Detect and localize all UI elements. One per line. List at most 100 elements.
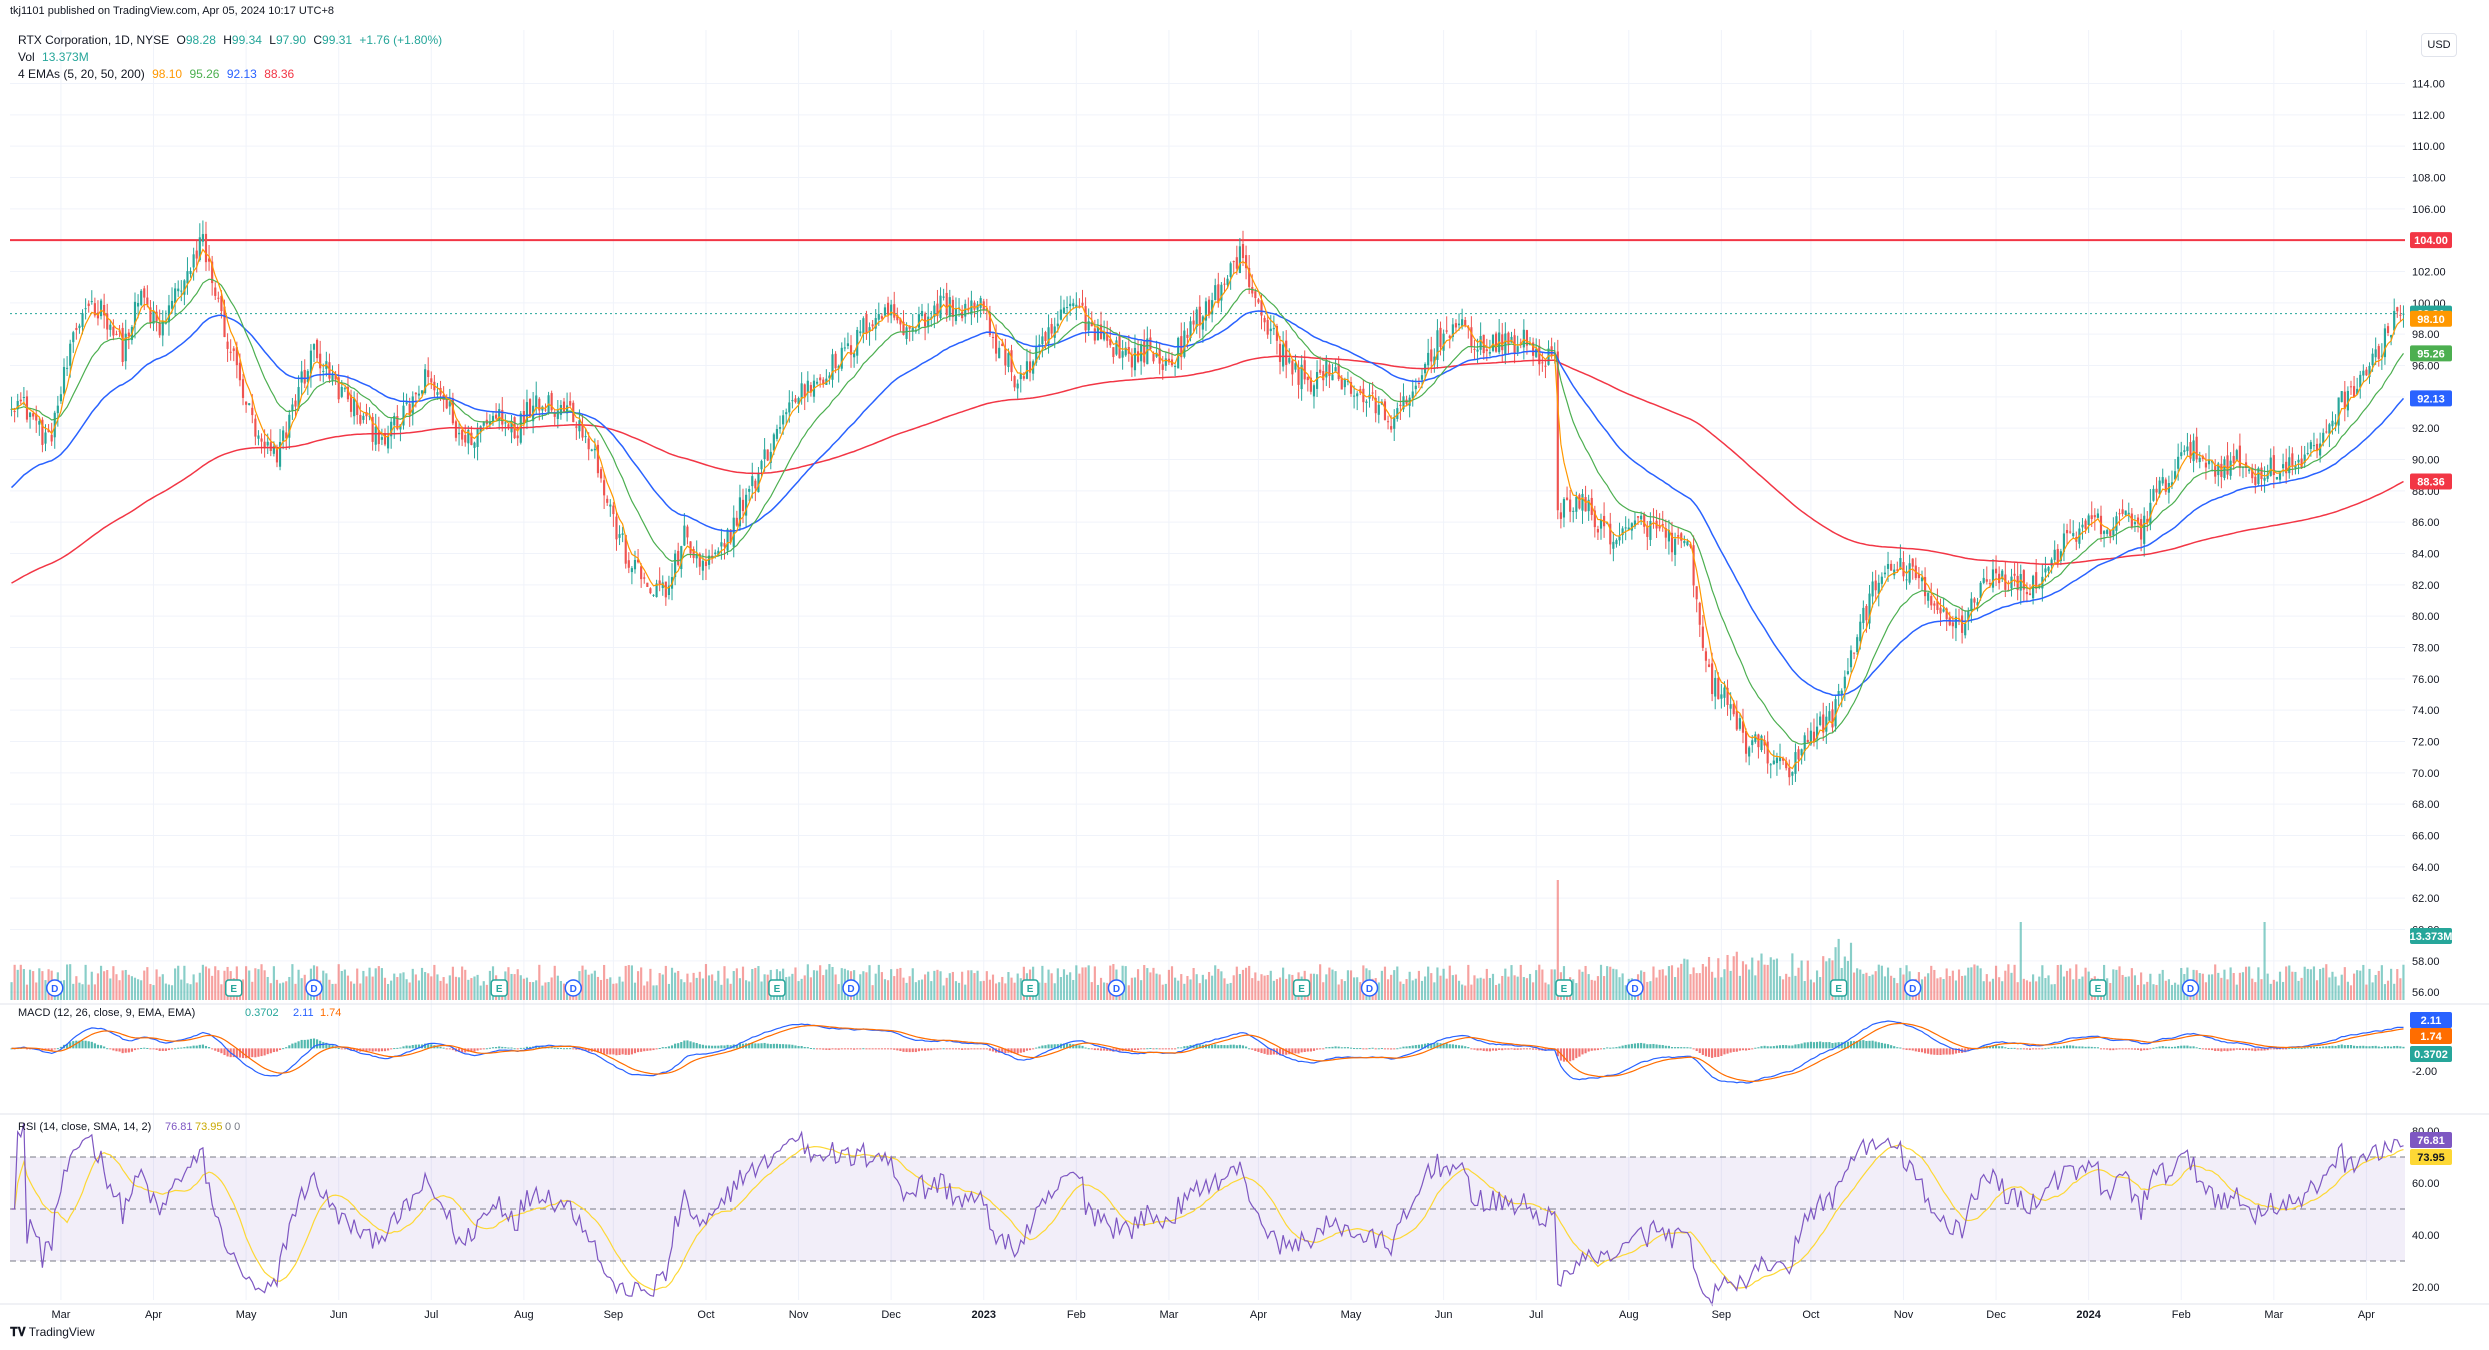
earnings-marker[interactable]: E: [1555, 979, 1573, 997]
macd-histogram-bar: [1547, 1048, 1550, 1051]
volume-bar: [1167, 969, 1171, 1000]
volume-bar: [1254, 972, 1257, 1000]
macd-histogram-bar: [914, 1048, 917, 1053]
volume-bar: [1760, 953, 1763, 1000]
volume-bar: [2340, 974, 2343, 1000]
volume-bar: [2001, 981, 2004, 1000]
rsi-ma-line: [11, 1144, 2404, 1291]
dividend-marker[interactable]: D: [2181, 979, 2200, 997]
macd-histogram-bar: [180, 1047, 183, 1049]
macd-histogram-bar: [59, 1046, 63, 1049]
candle-body: [1161, 364, 1164, 370]
dividend-marker[interactable]: D: [1626, 979, 1644, 997]
earnings-marker[interactable]: E: [2089, 979, 2107, 997]
macd-histogram-bar: [785, 1044, 788, 1049]
volume-bar: [677, 970, 680, 1000]
volume-bar: [1470, 984, 1473, 1000]
volume-bar: [976, 970, 979, 1000]
dividend-marker[interactable]: D: [46, 979, 64, 997]
dividend-marker[interactable]: D: [1360, 979, 1379, 997]
macd-histogram-bar: [269, 1048, 272, 1054]
volume-bar: [828, 964, 831, 1000]
volume-bar: [183, 965, 186, 1000]
volume-bar: [1732, 956, 1735, 1000]
macd-histogram-bar: [1232, 1044, 1235, 1049]
candle-body: [109, 324, 112, 330]
macd-histogram-bar: [559, 1047, 562, 1049]
ema20-badge-text: 95.26: [2417, 348, 2445, 360]
volume-bar: [2393, 983, 2396, 1000]
candle-body: [103, 304, 106, 316]
macd-histogram-bar: [2069, 1045, 2072, 1049]
candle-body: [232, 348, 235, 351]
volume-bar: [2278, 971, 2282, 1000]
macd-histogram-bar: [1238, 1044, 1241, 1049]
earnings-marker[interactable]: E: [1292, 979, 1311, 997]
currency-button[interactable]: USD: [2421, 33, 2457, 57]
dividend-marker[interactable]: D: [1903, 979, 1922, 997]
volume-bar: [532, 982, 535, 1000]
candle-body: [664, 581, 667, 598]
macd-histogram-bar: [2001, 1046, 2004, 1049]
volume-bar: [1550, 969, 1553, 1000]
candle-body: [1340, 377, 1343, 390]
earnings-marker[interactable]: E: [768, 979, 786, 997]
earnings-marker[interactable]: E: [225, 979, 243, 997]
volume-bar: [541, 985, 544, 1000]
volume-bar: [1479, 977, 1482, 1000]
volume-bar: [902, 977, 905, 1000]
volume-bar: [476, 974, 479, 1000]
event-marker-label: E: [1027, 984, 1034, 995]
earnings-marker[interactable]: E: [1021, 979, 1039, 997]
macd-histogram-bar: [1812, 1042, 1816, 1049]
macd-histogram-bar: [232, 1048, 235, 1058]
macd-histogram-bar: [2035, 1048, 2038, 1050]
volume-bar: [1809, 979, 1812, 1000]
volume-bar: [2143, 984, 2146, 1000]
volume-bar: [1778, 976, 1782, 1000]
candle-body: [1717, 677, 1720, 700]
volume-bar: [1454, 974, 1458, 1000]
macd-histogram-bar: [809, 1048, 812, 1050]
candle-body: [1538, 345, 1541, 365]
volume-bar: [278, 983, 282, 1000]
candle-body: [729, 529, 732, 543]
volume-bar: [1846, 960, 1849, 1000]
volume-bar: [2198, 973, 2201, 1000]
volume-bar: [2300, 977, 2303, 1000]
volume-bar: [337, 964, 340, 1000]
candle-body: [2099, 515, 2103, 535]
earnings-marker[interactable]: E: [1829, 979, 1848, 997]
macd-histogram-bar: [316, 1039, 319, 1049]
dividend-marker[interactable]: D: [564, 979, 583, 997]
candle-body: [1982, 577, 1985, 583]
volume-bar: [2028, 981, 2032, 1000]
volume-bar: [1797, 967, 1800, 1000]
macd-histogram-bar: [834, 1048, 837, 1050]
macd-histogram-bar: [766, 1043, 769, 1049]
macd-histogram-bar: [2303, 1047, 2306, 1049]
candle-body: [1383, 401, 1387, 420]
tradingview-logo[interactable]: 𝐓𝐕 TradingView: [10, 1325, 95, 1339]
volume-bar: [1399, 981, 1402, 1000]
macd-histogram-bar: [146, 1047, 149, 1049]
macd-histogram-bar: [510, 1047, 513, 1049]
volume-bar: [96, 973, 100, 1000]
macd-histogram-bar: [1476, 1048, 1479, 1051]
volume-bar: [353, 983, 356, 1000]
macd-histogram-bar: [1235, 1045, 1238, 1049]
dividend-marker[interactable]: D: [1107, 979, 1126, 997]
earnings-marker[interactable]: E: [490, 979, 508, 997]
candle-body: [732, 517, 735, 547]
macd-histogram-bar: [183, 1047, 186, 1049]
volume-bar: [1775, 958, 1779, 1000]
candle-body: [2118, 513, 2121, 515]
macd-histogram-bar: [1633, 1043, 1637, 1049]
dividend-marker[interactable]: D: [305, 979, 323, 997]
volume-bar: [1072, 979, 1075, 1000]
candle-body: [2087, 515, 2090, 526]
open-label: O: [176, 33, 186, 47]
dividend-marker[interactable]: D: [842, 979, 860, 997]
macd-histogram-bar: [2390, 1046, 2393, 1049]
